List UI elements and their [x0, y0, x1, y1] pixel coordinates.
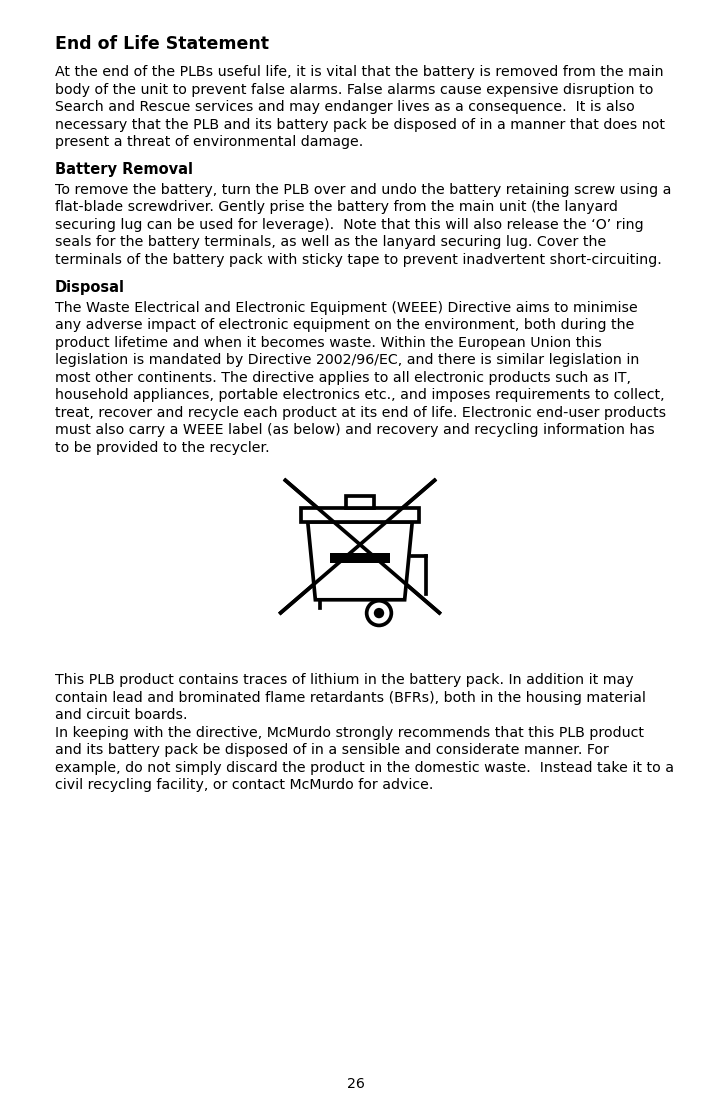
- Text: flat-blade screwdriver. Gently prise the battery from the main unit (the lanyard: flat-blade screwdriver. Gently prise the…: [55, 200, 618, 214]
- Text: to be provided to the recycler.: to be provided to the recycler.: [55, 441, 270, 455]
- Text: example, do not simply discard the product in the domestic waste.  Instead take : example, do not simply discard the produ…: [55, 760, 674, 775]
- Text: Search and Rescue services and may endanger lives as a consequence.  It is also: Search and Rescue services and may endan…: [55, 101, 635, 114]
- Text: Battery Removal: Battery Removal: [55, 162, 193, 178]
- Text: terminals of the battery pack with sticky tape to prevent inadvertent short-circ: terminals of the battery pack with stick…: [55, 253, 661, 267]
- Text: treat, recover and recycle each product at its end of life. Electronic end-user : treat, recover and recycle each product …: [55, 406, 666, 420]
- Text: necessary that the PLB and its battery pack be disposed of in a manner that does: necessary that the PLB and its battery p…: [55, 117, 665, 131]
- Text: At the end of the PLBs useful life, it is vital that the battery is removed from: At the end of the PLBs useful life, it i…: [55, 65, 664, 80]
- Text: any adverse impact of electronic equipment on the environment, both during the: any adverse impact of electronic equipme…: [55, 318, 634, 333]
- Text: and its battery pack be disposed of in a sensible and considerate manner. For: and its battery pack be disposed of in a…: [55, 744, 609, 757]
- Text: seals for the battery terminals, as well as the lanyard securing lug. Cover the: seals for the battery terminals, as well…: [55, 235, 606, 250]
- Text: and circuit boards.: and circuit boards.: [55, 708, 187, 723]
- Text: present a threat of environmental damage.: present a threat of environmental damage…: [55, 135, 363, 149]
- Text: contain lead and brominated flame retardants (BFRs), both in the housing materia: contain lead and brominated flame retard…: [55, 691, 646, 705]
- Polygon shape: [301, 507, 419, 522]
- Polygon shape: [308, 522, 412, 600]
- Text: most other continents. The directive applies to all electronic products such as : most other continents. The directive app…: [55, 371, 631, 385]
- Text: In keeping with the directive, McMurdo strongly recommends that this PLB product: In keeping with the directive, McMurdo s…: [55, 726, 644, 739]
- Polygon shape: [330, 554, 390, 562]
- Text: Disposal: Disposal: [55, 281, 125, 295]
- Text: legislation is mandated by Directive 2002/96/EC, and there is similar legislatio: legislation is mandated by Directive 200…: [55, 354, 639, 367]
- Polygon shape: [346, 496, 375, 507]
- Text: must also carry a WEEE label (as below) and recovery and recycling information h: must also carry a WEEE label (as below) …: [55, 423, 655, 438]
- Circle shape: [367, 601, 392, 625]
- Text: The Waste Electrical and Electronic Equipment (WEEE) Directive aims to minimise: The Waste Electrical and Electronic Equi…: [55, 301, 638, 315]
- Text: body of the unit to prevent false alarms. False alarms cause expensive disruptio: body of the unit to prevent false alarms…: [55, 83, 654, 96]
- Circle shape: [374, 608, 384, 619]
- Text: 26: 26: [347, 1077, 365, 1091]
- Text: civil recycling facility, or contact McMurdo for advice.: civil recycling facility, or contact McM…: [55, 778, 434, 792]
- Text: securing lug can be used for leverage).  Note that this will also release the ‘O: securing lug can be used for leverage). …: [55, 218, 644, 232]
- Text: To remove the battery, turn the PLB over and undo the battery retaining screw us: To remove the battery, turn the PLB over…: [55, 183, 671, 197]
- Text: This PLB product contains traces of lithium in the battery pack. In addition it : This PLB product contains traces of lith…: [55, 673, 634, 687]
- Text: product lifetime and when it becomes waste. Within the European Union this: product lifetime and when it becomes was…: [55, 336, 602, 350]
- Text: household appliances, portable electronics etc., and imposes requirements to col: household appliances, portable electroni…: [55, 388, 664, 402]
- Text: End of Life Statement: End of Life Statement: [55, 35, 269, 53]
